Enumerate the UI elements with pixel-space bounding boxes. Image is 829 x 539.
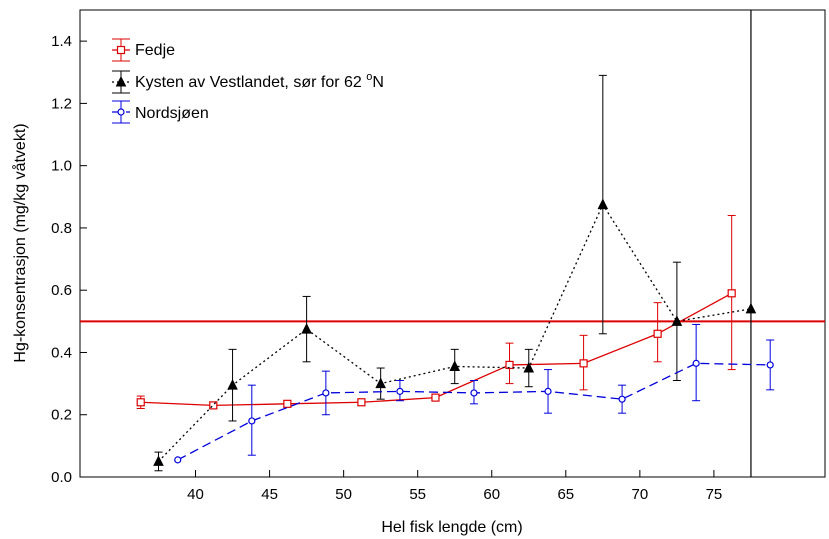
- point-1-2: [301, 322, 312, 334]
- series-0: [136, 214, 736, 410]
- legend-label-fedje: Fedje: [135, 42, 175, 59]
- legend-item-fedje: [112, 38, 130, 62]
- point-0-3: [357, 398, 366, 407]
- point-0-6: [579, 359, 588, 368]
- x-axis: 40 45 50 55 60 65 70 75: [187, 470, 722, 503]
- point-0-1: [209, 401, 218, 410]
- legend-item-kysten: [112, 70, 130, 94]
- plot-frame: [79, 9, 826, 478]
- legend-label-nordsjoen: Nordsjøen: [135, 105, 209, 122]
- y-tick-label-7: 1.4: [51, 33, 72, 50]
- x-tick-label-1: 45: [261, 486, 278, 503]
- legend-item-nordsjoen: [112, 100, 130, 124]
- x-tick-label-7: 75: [706, 486, 723, 503]
- x-tick-label-6: 70: [632, 486, 649, 503]
- point-1-5: [523, 361, 535, 373]
- point-2-3: [396, 387, 404, 395]
- x-axis-title: Hel fisk lengde (cm): [381, 519, 522, 536]
- x-tick-label-4: 60: [483, 486, 500, 503]
- series-2: [174, 323, 775, 464]
- point-2-0: [174, 456, 182, 464]
- point-1-1: [227, 379, 238, 390]
- point-0-0: [136, 398, 145, 407]
- legend-marker-1: [115, 75, 127, 87]
- y-tick-label-3: 0.6: [51, 282, 72, 299]
- point-0-2: [283, 399, 292, 408]
- point-2-5: [544, 387, 552, 395]
- point-0-5: [505, 360, 514, 370]
- point-2-2: [322, 389, 330, 397]
- y-tick-label-5: 1.0: [51, 158, 72, 175]
- x-tick-label-0: 40: [187, 486, 204, 503]
- legend-marker-2: [117, 108, 125, 116]
- point-1-4: [449, 360, 461, 371]
- legend-label-kysten-main: Kysten av Vestlandet, sør for 62: [135, 74, 366, 91]
- y-tick-label-6: 1.2: [51, 95, 72, 112]
- series-1: [153, 74, 757, 472]
- y-tick-label-4: 0.8: [51, 220, 72, 237]
- x-tick-label-5: 65: [557, 486, 574, 503]
- point-2-4: [470, 389, 478, 397]
- point-1-7: [671, 315, 683, 326]
- legend-label-kysten-sup: o: [366, 71, 372, 83]
- point-0-4: [431, 393, 440, 402]
- point-2-7: [692, 359, 700, 367]
- point-2-6: [618, 395, 626, 403]
- legend-label-kysten-suffix: N: [372, 74, 384, 91]
- point-1-8: [745, 302, 757, 314]
- series-line-2: [177, 362, 771, 461]
- series-layer: [136, 74, 775, 472]
- point-2-8: [766, 361, 774, 369]
- point-1-0: [153, 455, 164, 466]
- point-0-7: [653, 329, 662, 338]
- point-1-6: [597, 198, 609, 210]
- y-axis: 0.0 0.2 0.4 0.6 0.8 1.0 1.2 1.4: [51, 33, 87, 486]
- point-2-1: [248, 417, 256, 425]
- y-tick-label-1: 0.2: [51, 407, 72, 424]
- y-axis-title: Hg-konsentrasjon (mg/kg våtvekt): [11, 123, 29, 362]
- point-0-8: [727, 289, 736, 298]
- y-tick-label-2: 0.4: [51, 344, 72, 361]
- point-1-3: [375, 377, 386, 389]
- legend: Fedje Kysten av Vestlandet, sør for 62 o…: [112, 38, 384, 124]
- x-tick-label-2: 50: [335, 486, 352, 503]
- y-tick-label-0: 0.0: [51, 469, 72, 486]
- legend-marker-0: [116, 45, 126, 55]
- x-tick-label-3: 55: [409, 486, 426, 503]
- legend-label-kysten: Kysten av Vestlandet, sør for 62 oN: [135, 71, 384, 91]
